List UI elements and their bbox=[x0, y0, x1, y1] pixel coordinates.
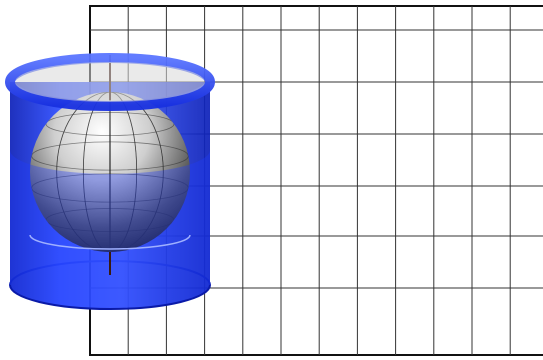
cylinder-top-inner bbox=[15, 62, 205, 102]
globe-parallel bbox=[45, 112, 175, 136]
globe-meridian bbox=[56, 92, 164, 252]
cylinder-projection bbox=[5, 53, 215, 310]
globe-meridian bbox=[82, 92, 138, 252]
equator-line bbox=[29, 234, 191, 250]
cylinder-top bbox=[5, 53, 215, 111]
globe bbox=[10, 55, 210, 309]
globe-parallel bbox=[45, 208, 175, 232]
cylinder-bottom-front bbox=[9, 284, 211, 310]
globe-meridian bbox=[109, 92, 111, 252]
cylinder-front-tint bbox=[10, 150, 210, 309]
globe-graticule bbox=[31, 92, 189, 252]
